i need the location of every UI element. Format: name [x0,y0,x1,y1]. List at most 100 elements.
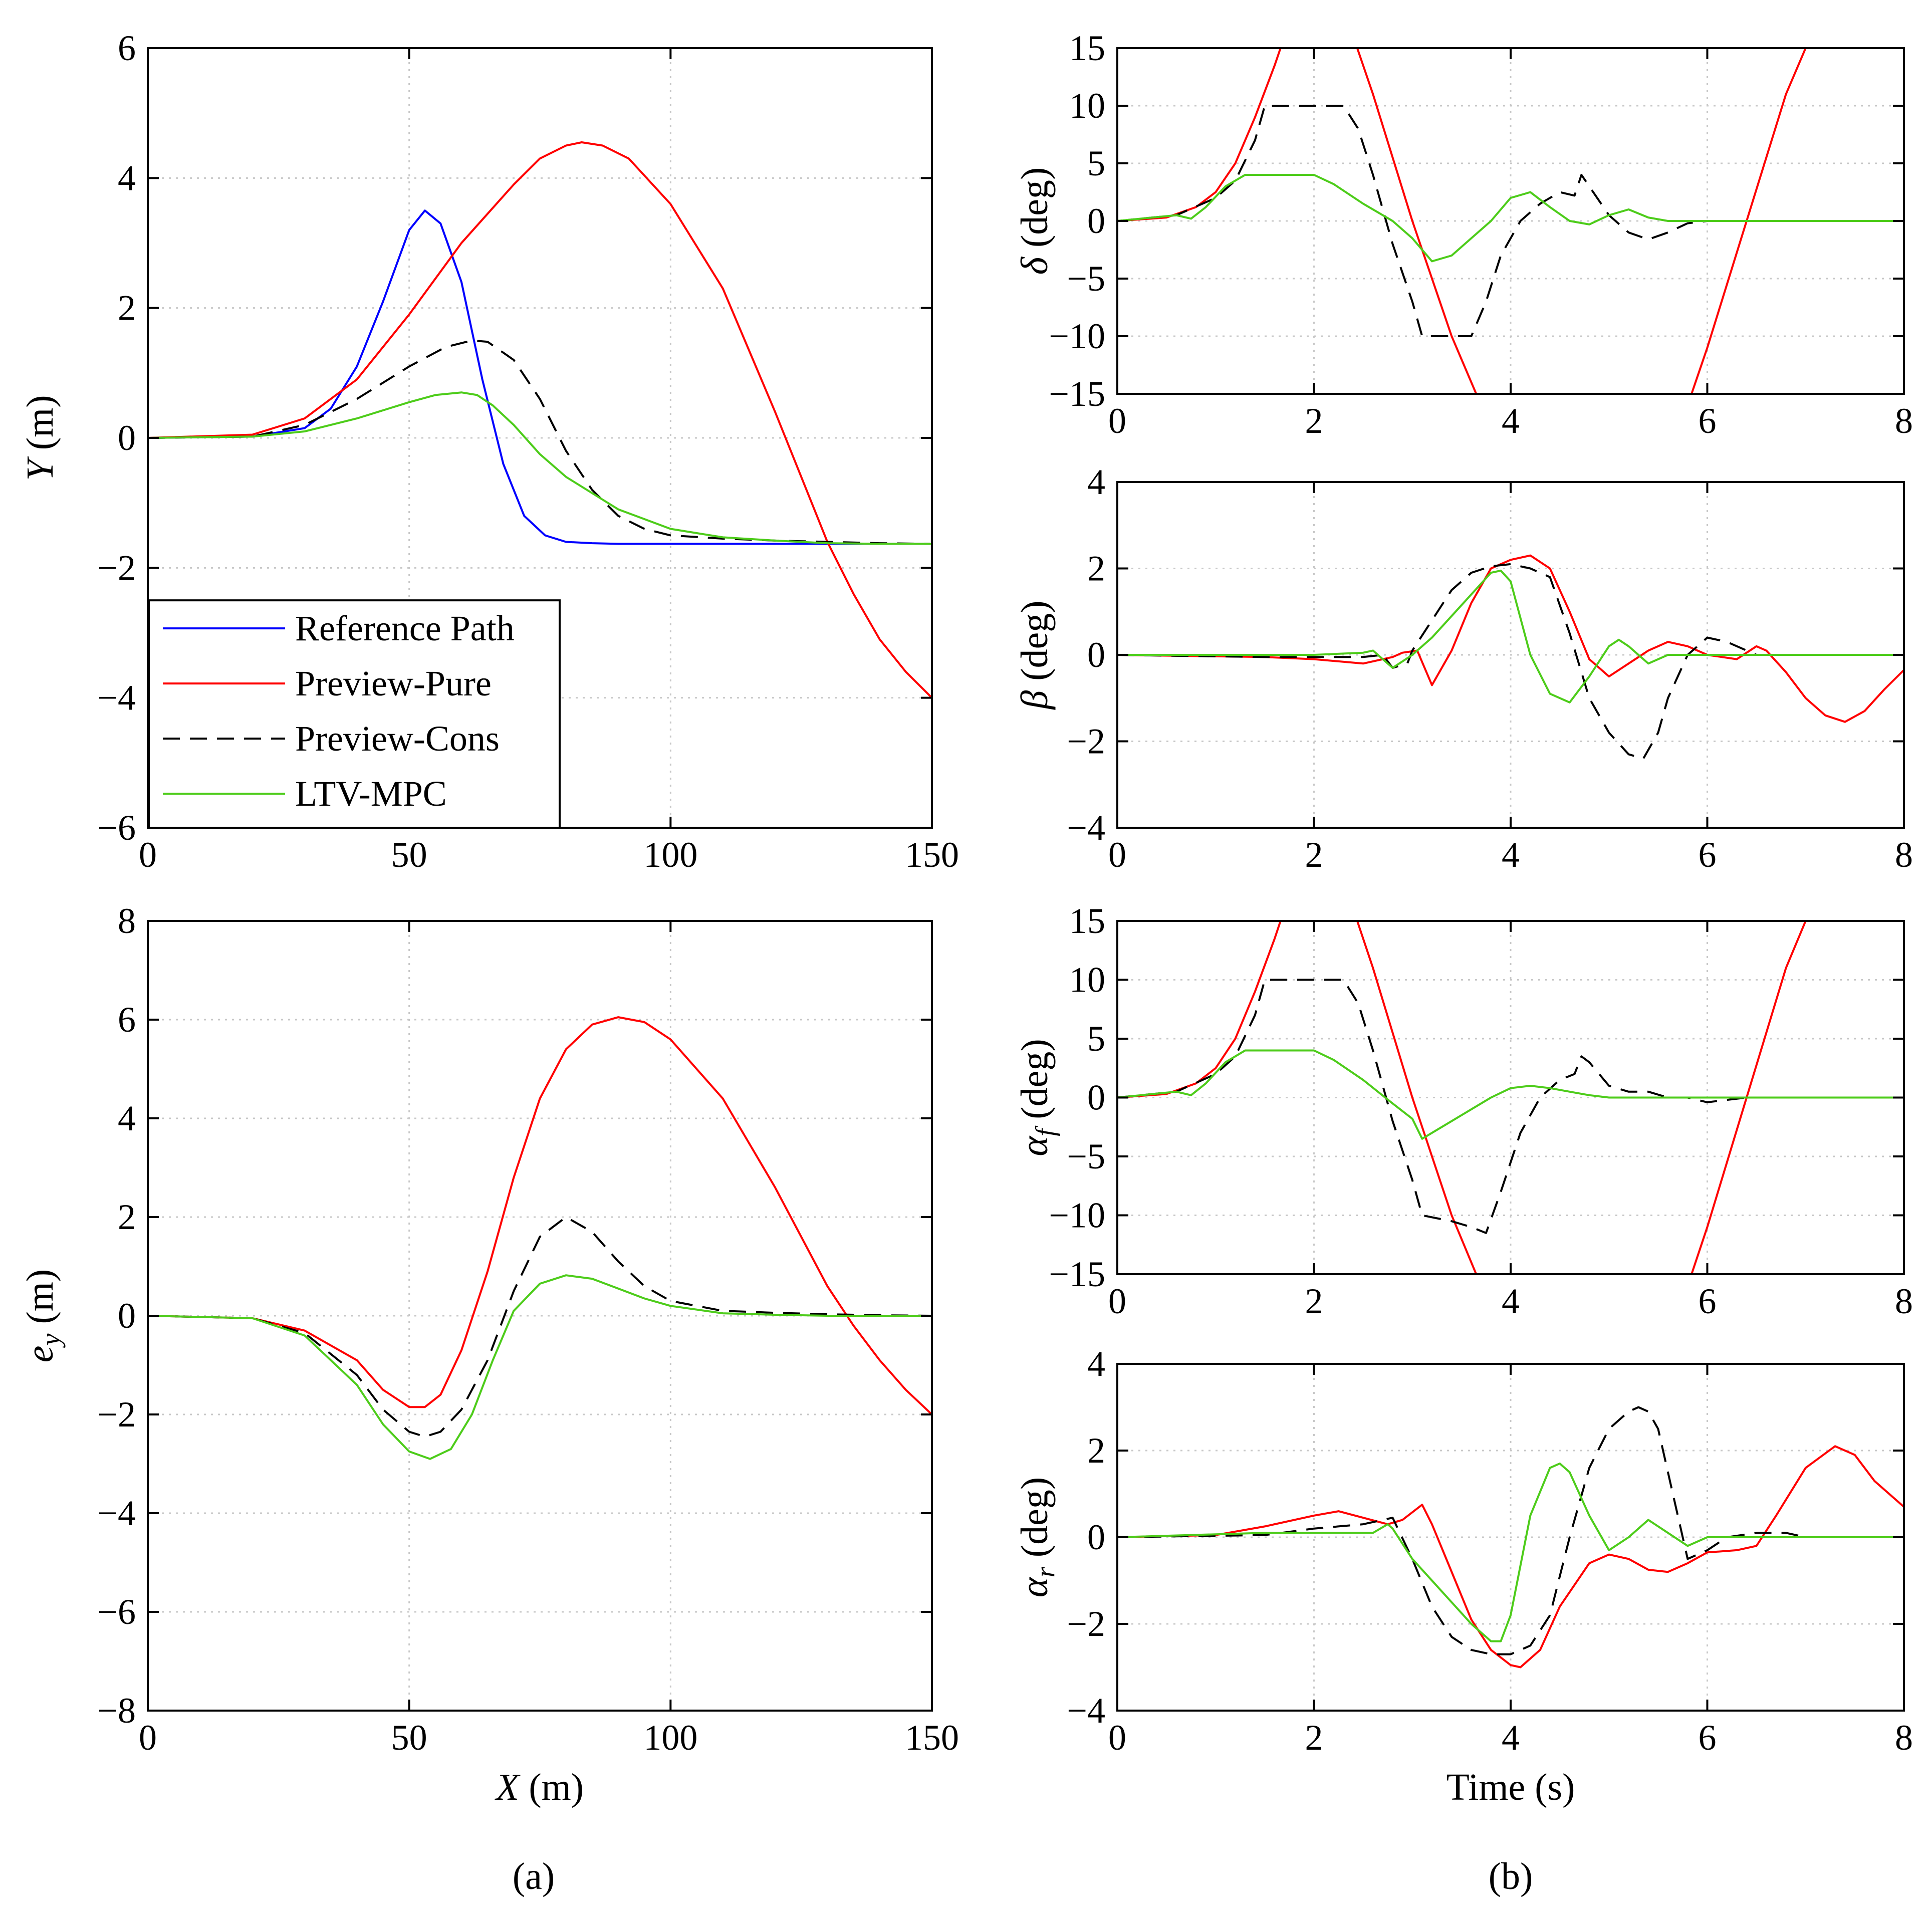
y-tick-label: 2 [118,1197,136,1237]
y-tick-label: 0 [1087,1078,1105,1118]
y-tick-label: −5 [1067,259,1105,299]
y-tick-label: 2 [1087,549,1105,589]
x-tick-label: 6 [1699,1281,1717,1321]
series-group [148,1016,932,1460]
y-tick-label: 6 [118,28,136,68]
series-line-cons [1117,1406,1904,1655]
x-tick-label: 6 [1699,401,1717,441]
series-line-pure [1117,554,1904,723]
legend-label-pure: Preview-Pure [295,663,492,703]
y-tick-label: −8 [97,1691,136,1731]
x-tick-label: 0 [1108,1281,1126,1321]
x-tick-label: 0 [139,1718,157,1758]
series-line-ltv [1117,569,1904,703]
x-tick-label: 150 [905,835,959,875]
x-tick-label: 2 [1305,835,1323,875]
x-tick-label: 6 [1699,1718,1717,1758]
y-tick-label: −4 [97,1493,136,1533]
series-line-pure [148,1016,932,1415]
x-tick-label: 2 [1305,401,1323,441]
legend-label-ltv: LTV-MPC [295,774,447,814]
x-tick-label: 8 [1895,1718,1913,1758]
caption-b: (b) [1489,1855,1533,1897]
y-axis-label: αr (deg) [1014,1477,1060,1597]
x-tick-label: 4 [1502,835,1520,875]
y-tick-label: −10 [1049,1196,1105,1236]
y-tick-label: −4 [1067,808,1105,848]
series-line-ltv [1117,1049,1904,1140]
series-line-ltv [1117,174,1904,263]
x-axis-label: X (m) [495,1766,584,1808]
series-group [148,141,932,699]
series-line-ltv [148,1274,932,1460]
x-tick-label: 4 [1502,1281,1520,1321]
x-tick-label: 50 [391,1718,427,1758]
y-tick-label: 2 [118,288,136,328]
panel-alphaf: 0 2 4 6 8 15 10 5 0 −5 −10 −15 αf (deg) [1014,901,1913,1321]
x-tick-label: 4 [1502,401,1520,441]
x-axis-label: Time (s) [1446,1766,1575,1808]
series-line-cons [1117,563,1904,760]
y-tick-label: 15 [1069,901,1105,941]
panel-beta: 0 2 4 6 8 4 2 0 −2 −4 β (deg) [1014,462,1913,875]
x-tick-label: 2 [1305,1718,1323,1758]
y-tick-label: 2 [1087,1431,1105,1471]
caption-a: (a) [513,1855,555,1897]
y-tick-label: 0 [118,418,136,458]
y-tick-label: −2 [1067,722,1105,762]
y-tick-label: −2 [97,1394,136,1435]
x-tick-label: 6 [1699,835,1717,875]
y-tick-label: −2 [97,548,136,588]
y-tick-label: −10 [1049,316,1105,356]
y-tick-label: 5 [1087,1019,1105,1059]
y-tick-label: 0 [118,1296,136,1336]
y-tick-label: −4 [97,678,136,718]
x-tick-label: 0 [1108,401,1126,441]
series-line-ltv [148,391,932,545]
y-tick-label: 0 [1087,1517,1105,1557]
y-tick-label: 4 [1087,1344,1105,1384]
y-tick-label: −6 [97,1592,136,1632]
y-tick-label: −15 [1049,1254,1105,1294]
series-line-cons [148,339,932,545]
x-tick-label: 100 [643,1718,697,1758]
y-tick-label: 4 [118,158,136,198]
y-axis-label: Y (m) [19,395,61,481]
y-tick-label: 6 [118,1000,136,1040]
y-tick-label: 10 [1069,960,1105,1000]
y-axis-label: ey (m) [19,1269,66,1362]
legend: Reference Path Preview-Pure Preview-Cons LT… [148,599,561,829]
x-tick-label: 150 [905,1718,959,1758]
panel-alphar: 0 2 4 6 8 4 2 0 −2 −4 αr (deg) Time (s) [1014,1344,1913,1808]
panel-y: 0 50 100 150 6 4 2 0 −2 −4 −6 Y (m) Reference Path Pr… [19,28,959,875]
x-tick-label: 8 [1895,1281,1913,1321]
series-line-ltv [1117,1462,1904,1642]
legend-box [148,599,561,829]
x-tick-label: 8 [1895,401,1913,441]
legend-label-reference: Reference Path [295,608,515,648]
y-tick-label: 10 [1069,86,1105,126]
series-line-cons [148,1216,932,1438]
y-axis-label: δ (deg) [1014,167,1056,275]
series-line-cons [1117,105,1904,337]
x-tick-label: 4 [1502,1718,1520,1758]
x-tick-label: 0 [1108,835,1126,875]
x-tick-label: 0 [1108,1718,1126,1758]
panel-ey: 0 50 100 150 8 6 4 2 0 −2 −4 −6 −8 ey (m) X (m) [19,901,959,1808]
x-tick-label: 100 [643,835,697,875]
y-tick-label: −5 [1067,1136,1105,1176]
y-axis-label: β (deg) [1014,600,1056,710]
x-tick-label: 0 [139,835,157,875]
y-tick-label: −4 [1067,1691,1105,1731]
x-tick-label: 8 [1895,835,1913,875]
series-line-pure [148,141,932,699]
y-tick-label: 15 [1069,28,1105,68]
series-line-cons [1117,979,1904,1234]
series-line-pure [1117,1445,1904,1668]
series-group [1117,1406,1904,1668]
panel-delta: 0 2 4 6 8 15 10 5 0 −5 −10 −15 δ (deg) [1014,28,1913,441]
x-tick-label: 2 [1305,1281,1323,1321]
series-group [1117,921,1904,1274]
y-tick-label: −2 [1067,1604,1105,1644]
